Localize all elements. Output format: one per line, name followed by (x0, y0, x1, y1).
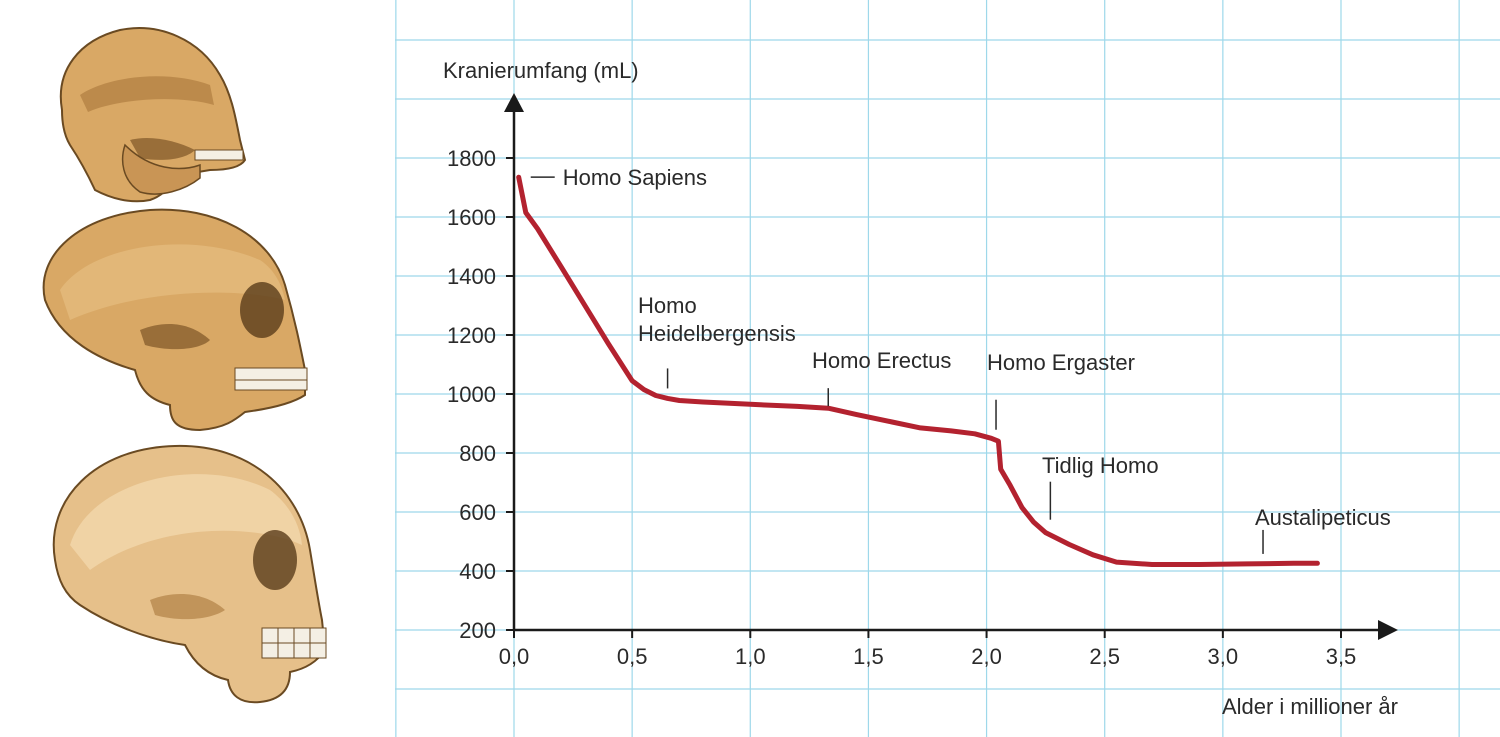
annotation-label: Homo Erectus (812, 348, 951, 373)
y-tick-label: 1200 (447, 323, 496, 348)
x-tick-label: 0,0 (499, 644, 530, 669)
annotation-label: Homo Ergaster (987, 350, 1135, 375)
y-axis-arrow (504, 93, 524, 112)
modern-human-skull-icon (52, 444, 327, 704)
x-tick-label: 3,5 (1326, 644, 1357, 669)
cranial-capacity-line (516, 174, 1320, 567)
x-tick-label: 0,5 (617, 644, 648, 669)
y-tick-label: 1800 (447, 146, 496, 171)
annotation-label: Tidlig Homo (1042, 453, 1159, 478)
y-tick-label: 1000 (447, 382, 496, 407)
y-tick-labels: 200 400 600 800 1000 1200 1400 1600 1800 (447, 146, 514, 643)
y-tick-label: 1400 (447, 264, 496, 289)
y-tick-label: 400 (459, 559, 496, 584)
x-tick-label: 1,5 (853, 644, 884, 669)
data-series (516, 174, 1320, 567)
y-axis-title: Kranierumfang (mL) (443, 58, 639, 83)
x-axis-title: Alder i millioner år (1222, 694, 1398, 719)
annotation-label: Austalipeticus (1255, 505, 1391, 530)
y-tick-label: 800 (459, 441, 496, 466)
x-tick-label: 2,5 (1089, 644, 1120, 669)
annotation-label: Homo Heidelbergensis (638, 293, 796, 346)
y-tick-label: 1600 (447, 205, 496, 230)
archaic-human-skull-icon (42, 208, 308, 432)
species-annotations: Homo Sapiens Homo Heidelbergensis Homo Erec… (530, 165, 1391, 554)
x-tick-labels: 0,0 0,5 1,0 1,5 2,0 2,5 3,0 3,5 (499, 630, 1357, 669)
x-tick-label: 1,0 (735, 644, 766, 669)
chart-axes (504, 93, 1398, 640)
x-tick-label: 2,0 (971, 644, 1002, 669)
skull-illustrations (42, 27, 327, 704)
y-tick-label: 200 (459, 618, 496, 643)
x-axis-arrow (1378, 620, 1398, 640)
ape-like-skull-icon (59, 27, 247, 203)
x-tick-label: 3,0 (1208, 644, 1239, 669)
annotation-label: Homo Sapiens (563, 165, 707, 190)
y-tick-label: 600 (459, 500, 496, 525)
